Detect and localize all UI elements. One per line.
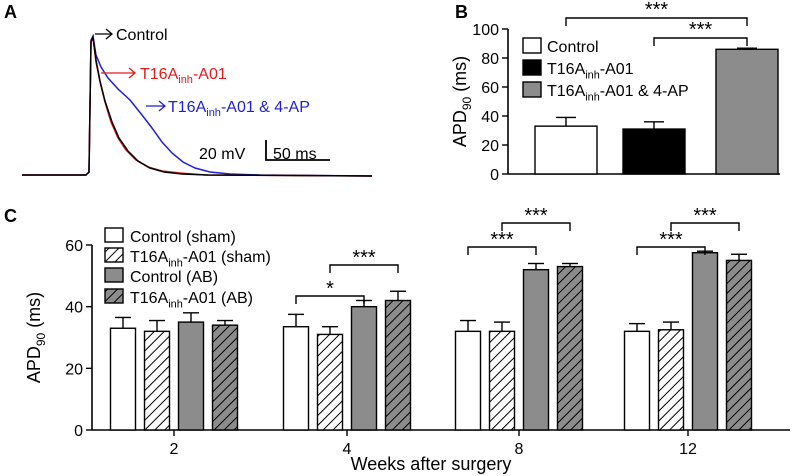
c-y-tick-label: 60 xyxy=(65,238,83,255)
c-sig-label: *** xyxy=(490,229,514,251)
c-x-tick-label: 12 xyxy=(679,441,697,458)
c-x-tick-label: 4 xyxy=(343,441,352,458)
c-y-tick-label: 40 xyxy=(65,300,83,317)
c-sig-bracket xyxy=(636,246,706,255)
c-legend-swatch xyxy=(104,227,124,243)
c-x-label: Weeks after surgery xyxy=(351,454,512,474)
c-bar xyxy=(282,326,310,431)
c-legend-label: T16Ainh-A01 (AB) xyxy=(130,290,253,310)
scale-bar: 20 mV 50 ms xyxy=(199,140,330,163)
c-legend-swatch xyxy=(104,288,124,304)
c-sig-bracket xyxy=(467,246,537,255)
c-sig-label: *** xyxy=(659,229,683,251)
b-y-tick-label: 100 xyxy=(472,22,499,39)
b-bar xyxy=(622,128,686,175)
c-sig-label: * xyxy=(326,278,334,300)
svg-text:20 mV: 20 mV xyxy=(199,146,246,163)
b-sig-label: *** xyxy=(645,0,669,21)
c-y-label: APD90 (ms) xyxy=(24,292,48,383)
c-legend-swatch xyxy=(104,267,124,283)
b-y-label: APD90 (ms) xyxy=(450,56,474,147)
c-sig-label: *** xyxy=(524,205,548,227)
trace-control xyxy=(22,34,373,177)
b-bar xyxy=(534,125,598,175)
panel-label-c: C xyxy=(4,206,17,226)
b-sig-bracket xyxy=(653,37,748,46)
b-legend-swatch xyxy=(522,59,542,76)
c-bar xyxy=(725,259,753,431)
b-y-tick-label: 20 xyxy=(481,138,499,155)
panel-c-chart: 0 20 40 60 APD90 (ms) 2 4 8 12 Weeks after surger… xyxy=(24,205,790,474)
svg-text:50 ms: 50 ms xyxy=(273,146,317,163)
c-sig-bracket xyxy=(670,222,740,231)
c-sig-label: *** xyxy=(693,205,717,227)
c-sig-bracket xyxy=(295,295,365,304)
c-bar xyxy=(143,330,171,431)
c-sig-bracket xyxy=(501,222,571,231)
b-bar xyxy=(715,48,779,175)
svg-text:T16Ainh-A01 & 4-AP: T16Ainh-A01 & 4-AP xyxy=(168,99,310,119)
c-bar xyxy=(556,265,584,431)
c-bar xyxy=(211,324,239,431)
b-y-tick-label: 80 xyxy=(481,51,499,68)
c-bar xyxy=(657,329,685,431)
panel-label-a: A xyxy=(4,2,17,22)
c-bar xyxy=(488,330,516,431)
b-sig-label: *** xyxy=(689,19,713,41)
c-bar xyxy=(454,330,482,431)
c-bar xyxy=(109,327,137,431)
panel-a-traces: Control T16Ainh-A01 T16Ainh-A01 & 4-AP 2… xyxy=(22,27,373,177)
b-legend-label: T16Ainh-A01 & 4-AP xyxy=(547,83,689,103)
b-y-tick-label: 40 xyxy=(481,109,499,126)
svg-text:T16Ainh-A01: T16Ainh-A01 xyxy=(140,66,227,86)
b-legend-swatch xyxy=(522,81,542,98)
c-legend-swatch xyxy=(104,247,124,263)
panel-b-chart: 0 20 40 60 80 100 APD90 (ms) Control T16Ainh-A01… xyxy=(450,0,780,184)
panel-label-b: B xyxy=(455,2,468,22)
b-legend-swatch xyxy=(522,37,542,54)
c-legend-label: Control (sham) xyxy=(130,229,236,246)
label-t16a: T16Ainh-A01 xyxy=(101,66,227,86)
c-sig-label: *** xyxy=(352,247,376,269)
b-legend-label: T16Ainh-A01 xyxy=(547,61,634,81)
label-t16a-4ap: T16Ainh-A01 & 4-AP xyxy=(146,99,310,119)
b-y-tick-label: 0 xyxy=(490,167,499,184)
c-bar xyxy=(316,333,344,431)
c-bar xyxy=(177,321,205,431)
c-bar xyxy=(691,252,719,431)
c-y-tick-label: 0 xyxy=(74,423,83,440)
b-y-tick-label: 60 xyxy=(481,80,499,97)
label-control: Control xyxy=(95,27,168,44)
c-x-tick-label: 2 xyxy=(170,441,179,458)
c-sig-bracket xyxy=(329,264,399,273)
c-legend-label: T16Ainh-A01 (sham) xyxy=(130,249,271,269)
b-sig-bracket xyxy=(565,17,748,26)
c-bar xyxy=(350,305,378,431)
c-bar xyxy=(522,268,550,431)
c-bar xyxy=(623,330,651,431)
b-legend-label: Control xyxy=(547,39,599,56)
c-x-tick-label: 8 xyxy=(515,441,524,458)
c-bar xyxy=(384,299,412,431)
c-y-tick-label: 20 xyxy=(65,361,83,378)
svg-text:Control: Control xyxy=(116,27,168,44)
c-legend-label: Control (AB) xyxy=(130,269,218,286)
